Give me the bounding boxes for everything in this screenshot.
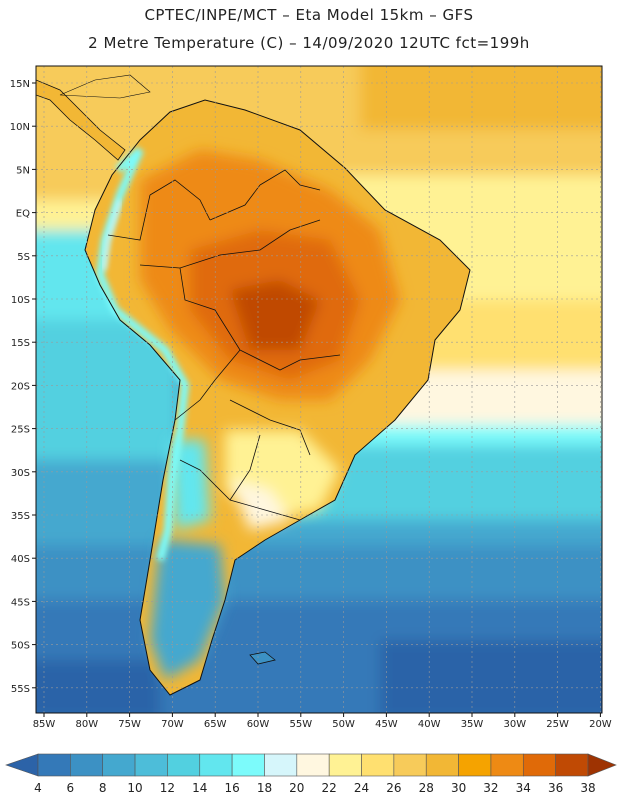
map-title-line-1: CPTEC/INPE/MCT – Eta Model 15km – GFS <box>144 6 474 24</box>
colorbar-label: 8 <box>99 781 107 795</box>
longitude-tick-label: 25W <box>546 719 569 730</box>
latitude-tick-label: 10N <box>10 122 30 133</box>
colorbar-swatch <box>361 753 395 777</box>
map-frame <box>35 65 603 714</box>
longitude-tick-label: 70W <box>161 719 184 730</box>
colorbar-label: 24 <box>354 781 369 795</box>
graticule <box>36 66 602 713</box>
colorbar-swatch <box>102 753 136 777</box>
map-title-line-2: 2 Metre Temperature (C) – 14/09/2020 12U… <box>88 34 530 52</box>
colorbar-swatch <box>555 753 589 777</box>
colorbar-label: 16 <box>224 781 239 795</box>
colorbar-label: 38 <box>580 781 595 795</box>
colorbar-swatch <box>522 753 556 777</box>
longitude-tick-label: 50W <box>332 719 355 730</box>
longitude-tick-label: 80W <box>75 719 98 730</box>
latitude-tick-label: 5S <box>17 252 30 263</box>
colorbar-swatch <box>328 753 362 777</box>
colorbar-label: 36 <box>548 781 563 795</box>
colorbar-label: 14 <box>192 781 207 795</box>
longitude-tick-label: 65W <box>204 719 227 730</box>
south-america-landmass <box>36 74 471 696</box>
colorbar-label: 10 <box>127 781 142 795</box>
longitude-axis: 85W 80W 75W 70W 65W 60W 55W 50W 45W 40W 35W 30W 25W 2… <box>33 713 612 730</box>
colorbar-label: 6 <box>67 781 75 795</box>
longitude-tick-label: 30W <box>503 719 526 730</box>
longitude-tick-label: 40W <box>418 719 441 730</box>
colorbar-swatch <box>37 753 71 777</box>
longitude-tick-label: 85W <box>33 719 56 730</box>
colorbar-swatch <box>167 753 201 777</box>
latitude-tick-label: 15N <box>10 79 30 90</box>
colorbar-swatch <box>490 753 524 777</box>
longitude-tick-label: 75W <box>118 719 141 730</box>
colorbar-label: 28 <box>419 781 434 795</box>
latitude-tick-label: 55S <box>11 684 30 695</box>
map-area <box>36 66 602 713</box>
colorbar-label: 20 <box>289 781 304 795</box>
colorbar-label: 34 <box>516 781 531 795</box>
latitude-tick-label: 10S <box>11 295 30 306</box>
temperature-colorbar: 4 6 8 10 12 14 16 18 20 22 24 26 28 30 32 34 36 38 <box>5 753 617 795</box>
latitude-tick-label: EQ <box>16 209 30 220</box>
latitude-tick-label: 50S <box>11 641 30 652</box>
colorbar-swatch <box>70 753 104 777</box>
longitude-tick-label: 35W <box>461 719 484 730</box>
colorbar-label: 4 <box>34 781 42 795</box>
colorbar-label: 26 <box>386 781 401 795</box>
latitude-tick-label: 15S <box>11 338 30 349</box>
colorbar-label: 18 <box>257 781 272 795</box>
latitude-tick-label: 45S <box>11 597 30 608</box>
colorbar-swatch <box>296 753 330 777</box>
longitude-tick-label: 20W <box>589 719 612 730</box>
latitude-tick-label: 5N <box>16 165 30 176</box>
latitude-tick-label: 20S <box>11 381 30 392</box>
colorbar-swatch <box>231 753 265 777</box>
latitude-axis: 15N 10N 5N EQ 5S 10S 15S 20S 25S 30S 35S 40S 45S 50S 5… <box>10 79 36 695</box>
latitude-tick-label: 25S <box>11 425 30 436</box>
longitude-tick-label: 60W <box>247 719 270 730</box>
colorbar-swatch <box>134 753 168 777</box>
colorbar-swatch <box>425 753 459 777</box>
colorbar-swatch <box>393 753 427 777</box>
latitude-tick-label: 35S <box>11 511 30 522</box>
colorbar-swatch <box>458 753 492 777</box>
colorbar-label: 30 <box>451 781 466 795</box>
latitude-tick-label: 40S <box>11 554 30 565</box>
colorbar-over-arrow <box>587 753 617 777</box>
latitude-tick-label: 30S <box>11 468 30 479</box>
colorbar-label: 12 <box>160 781 175 795</box>
longitude-tick-label: 45W <box>375 719 398 730</box>
colorbar-under-arrow <box>5 753 39 777</box>
longitude-tick-label: 55W <box>289 719 312 730</box>
colorbar-swatch <box>264 753 298 777</box>
colorbar-swatch <box>199 753 233 777</box>
colorbar-label: 32 <box>483 781 498 795</box>
colorbar-label: 22 <box>322 781 337 795</box>
